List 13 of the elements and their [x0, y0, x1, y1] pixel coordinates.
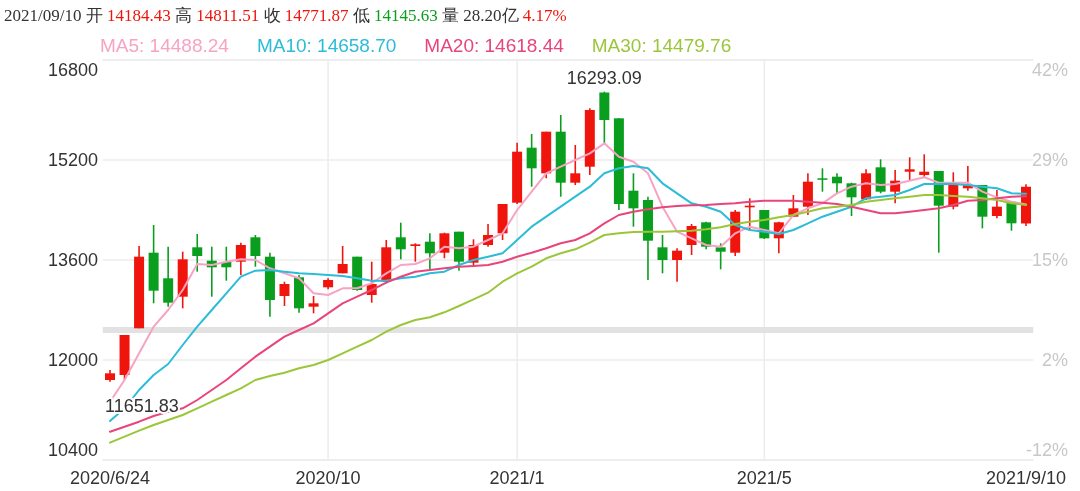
x-tick-label: 2020/6/24	[69, 468, 151, 488]
x-tick-label: 2020/10	[295, 468, 361, 488]
y-tick-label: 15200	[47, 150, 98, 170]
annotation: 16293.09	[566, 67, 642, 88]
y-tick-label: 16800	[47, 60, 98, 80]
y-tick-label: 12000	[47, 350, 98, 370]
y-tick-label: 13600	[47, 250, 98, 270]
title: 2021/09/10 开 14184.43 高 14811.51 收 14771.87 低 14145.63 量 28.20亿 4.17%	[4, 6, 567, 25]
y-tick-label: 10400	[47, 440, 98, 460]
x-tick-label: 2021/9/10	[985, 468, 1067, 488]
x-tick-label: 2021/1	[489, 468, 545, 488]
series-names: MA5: 14488.24 MA10: 14658.70 MA20: 14618.44 MA30: 14479.76	[100, 35, 732, 56]
x-tick-label: 2021/5	[736, 468, 792, 488]
